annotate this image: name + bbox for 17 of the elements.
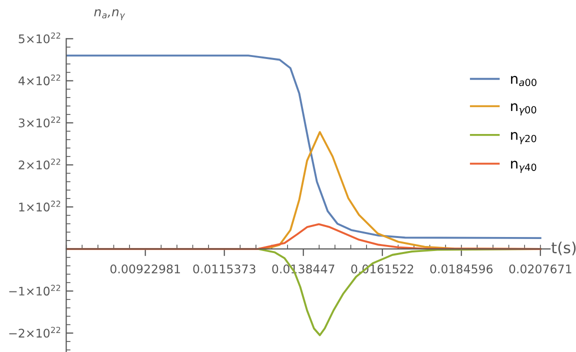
legend-label: n$_{γ20}$: [511, 132, 536, 144]
x-axis-title: t(s): [551, 242, 576, 256]
y-tick-label: 3×10$^{22}$: [18, 116, 60, 128]
x-tick-label: 0.0184596: [430, 264, 493, 274]
y-tick-label: 4×10$^{22}$: [18, 74, 60, 86]
x-tick-label: 0.0207671: [509, 264, 572, 274]
legend-label: n$_{γ00}$: [511, 103, 536, 116]
y-axis-title: n$_{a}$,n$_{γ}$: [94, 9, 126, 20]
legend-label: n$_{γ40}$: [511, 160, 536, 173]
y-tick-label: −2×10$^{22}$: [9, 326, 60, 338]
x-tick-label: 0.0115373: [193, 264, 256, 274]
x-tick-label: 0.00922981: [110, 264, 180, 274]
y-tick-label: 2×10$^{22}$: [18, 158, 60, 170]
y-tick-label: −1×10$^{22}$: [9, 284, 60, 296]
y-tick-label: 5×10$^{22}$: [18, 32, 60, 44]
y-tick-label: 1×10$^{22}$: [19, 200, 60, 212]
legend-label: n$_{a00}$: [511, 76, 536, 86]
